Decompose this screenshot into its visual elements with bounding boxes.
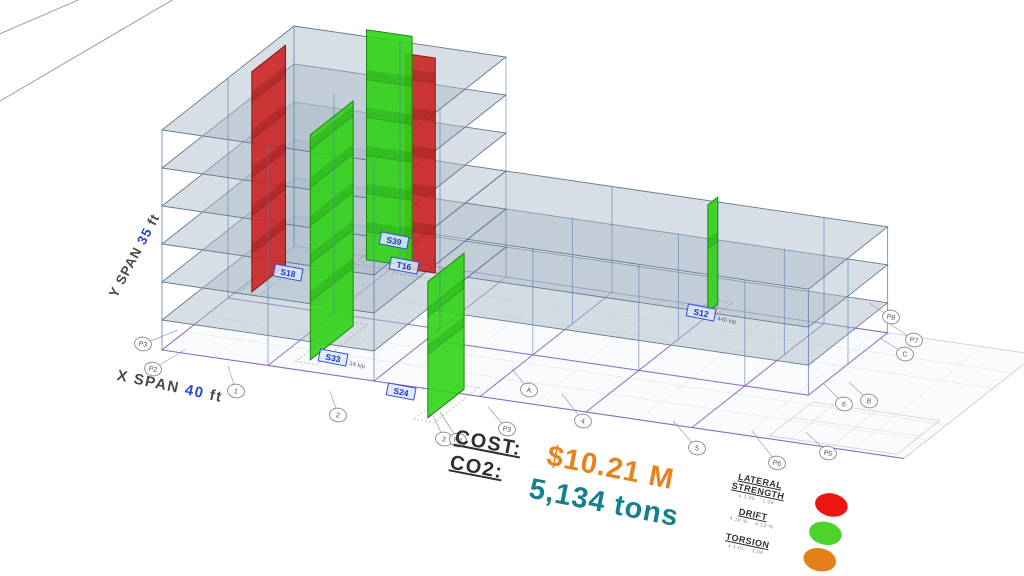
grid-bubble-C: C: [879, 337, 914, 362]
svg-text:P2: P2: [148, 366, 158, 375]
svg-text:4: 4: [580, 418, 585, 426]
svg-text:T16: T16: [396, 260, 413, 273]
svg-text:S39: S39: [386, 235, 403, 248]
wall-footprint: [692, 299, 734, 318]
grid-bubble-P4: P4: [439, 411, 467, 448]
grid-bubble-P8: P8: [868, 302, 900, 325]
grid-bubble-5: 5: [672, 420, 706, 456]
wall-tag-note: 34 kip: [349, 361, 367, 370]
svg-text:6: 6: [841, 401, 846, 409]
floor-slabs-wing: [425, 170, 889, 366]
wall-floor-band: [366, 107, 413, 125]
wall-floor-band: [310, 182, 354, 226]
shear-wall-green[interactable]: [707, 196, 719, 314]
wall-floor-band: [310, 220, 354, 264]
grid-bubble-B: B: [848, 381, 878, 409]
stray-plan-lines: [0, 0, 174, 102]
svg-text:P8: P8: [886, 314, 896, 323]
svg-text:S33: S33: [325, 352, 342, 365]
svg-text:A: A: [526, 387, 532, 395]
grid-bubble-2: 2: [329, 390, 347, 423]
grid-bubble-P7: P7: [889, 323, 923, 348]
legend-dot-red: [812, 490, 850, 520]
wall-floor-band: [366, 69, 413, 87]
grid-bubble-P2: P2: [144, 348, 187, 377]
wall-floor-band: [310, 144, 354, 188]
wall-tag-S18[interactable]: S18: [272, 263, 304, 282]
wall-floor-band: [427, 316, 465, 355]
wall-floor-band: [405, 144, 436, 159]
grid-bubble-1: 1: [227, 365, 245, 399]
wall-tag-S24[interactable]: S24: [385, 382, 417, 401]
grid-bubble-P5: P5: [805, 431, 837, 461]
wall-tag-S12[interactable]: S12 440 kip: [685, 303, 738, 326]
wall-floor-band: [310, 258, 354, 302]
svg-text:S18: S18: [280, 267, 297, 280]
wall-floor-band: [405, 106, 436, 121]
svg-text:S12: S12: [693, 307, 710, 320]
wall-floor-band: [405, 220, 436, 235]
wall-tag-S39[interactable]: S39: [378, 231, 410, 250]
grid-bubble-6: 6: [823, 383, 853, 412]
svg-text:5: 5: [694, 445, 699, 453]
wall-tag-T16[interactable]: T16: [388, 256, 420, 275]
svg-text:C: C: [902, 351, 908, 359]
grid-bubble-P3: P3: [487, 406, 516, 437]
shear-wall-green[interactable]: [427, 252, 465, 419]
columns: [161, 26, 889, 396]
svg-text:P6: P6: [772, 460, 782, 469]
svg-text:3: 3: [441, 436, 446, 444]
grid-bubble-3: 3: [431, 412, 453, 447]
svg-text:P7: P7: [909, 337, 919, 346]
wall-floor-band: [405, 182, 436, 197]
wall-tag-note: 440 kip: [717, 316, 738, 326]
grid-bubble-P3: P3: [134, 329, 179, 352]
wall-floor-band: [707, 231, 718, 249]
grid-bubble-4: 4: [561, 393, 592, 429]
svg-text:S24: S24: [393, 386, 410, 399]
wall-floor-band: [251, 65, 286, 102]
svg-text:P4: P4: [453, 437, 463, 446]
svg-text:P5: P5: [823, 450, 833, 459]
svg-text:1: 1: [233, 388, 238, 396]
legend-dot-green: [806, 518, 844, 548]
wall-floor-band: [427, 278, 465, 317]
wall-footprint: [352, 253, 426, 273]
wall-floor-band: [251, 217, 286, 254]
shear-wall-green[interactable]: [309, 99, 354, 361]
wall-floor-band: [366, 221, 413, 239]
svg-text:P3: P3: [502, 426, 512, 435]
wall-floor-band: [366, 145, 413, 163]
grid-bubble-A: A: [511, 368, 538, 398]
wall-floor-band: [310, 106, 354, 150]
svg-text:P3: P3: [138, 341, 148, 350]
wall-tag-S33[interactable]: S33 34 kip: [317, 348, 367, 370]
legend-dot-orange: [801, 545, 839, 575]
svg-text:2: 2: [335, 412, 340, 420]
wall-floor-band: [251, 103, 286, 140]
svg-text:B: B: [866, 398, 872, 406]
shear-walls: [236, 29, 734, 423]
wall-floor-band: [366, 183, 413, 201]
grid-bubbles: P3 P2 1 2 3 P4 P3 A 4 5 P6 P5 6 B P8 P7C: [134, 302, 923, 471]
grid-bubble-P6: P6: [751, 430, 786, 471]
wall-floor-band: [405, 68, 436, 83]
wall-tags: S18 S39 T16 S33 34 kip S24 S12 440 kip: [272, 231, 738, 401]
wall-floor-band: [251, 141, 286, 178]
wall-floor-band: [251, 179, 286, 216]
